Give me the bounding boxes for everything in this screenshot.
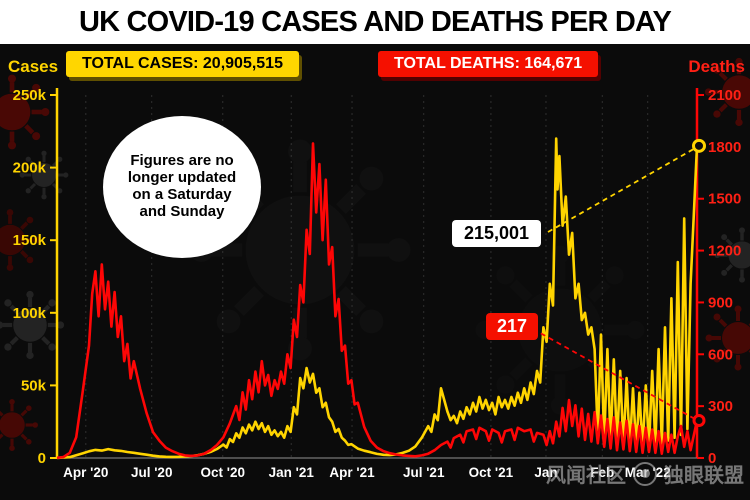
x-tick-label: Oct '20: [201, 465, 245, 480]
cases-line: [56, 137, 699, 460]
cases-tick-label: 200k: [13, 160, 47, 177]
latest-deaths-label: 217: [486, 313, 539, 340]
x-tick-label: Oct '21: [469, 465, 514, 480]
x-tick-label: Jan '21: [269, 465, 315, 480]
deaths-line: [56, 142, 699, 460]
x-tick-label: Jan: [534, 465, 557, 480]
cases-tick-label: 150k: [13, 232, 47, 249]
x-tick-label: Feb: [590, 465, 614, 480]
deaths-tick-label: 600: [708, 346, 733, 363]
deaths-tick-label: 0: [708, 450, 716, 467]
deaths-tick-label: 900: [708, 294, 733, 311]
latest-cases-label: 215,001: [452, 220, 542, 247]
cases-tick-label: 100k: [13, 305, 47, 322]
watermark: 风闻社区 独眼联盟: [546, 459, 744, 488]
deaths-tick-label: 1500: [708, 191, 741, 208]
latest-cases-marker: [692, 138, 706, 153]
virus-icon: [0, 291, 64, 359]
x-tick-label: Jul '21: [403, 465, 445, 480]
watermark-text-2: 独眼联盟: [664, 465, 744, 487]
x-tick-label: Apr '21: [329, 465, 375, 480]
virus-decoration-icons: [0, 58, 750, 453]
cases-axis-label: Cases: [8, 57, 59, 76]
cases-tick-label: 50k: [21, 377, 47, 394]
cases-tick-label: 250k: [13, 87, 47, 104]
watermark-logo-icon: [633, 461, 657, 486]
cases-tick-label: 0: [38, 450, 46, 467]
deaths-tick-label: 1200: [708, 243, 741, 260]
x-tick-label: Jul '20: [131, 465, 172, 480]
virus-icon: [0, 397, 40, 453]
x-tick-label: Apr '20: [63, 465, 108, 480]
deaths-tick-label: 1800: [708, 139, 741, 156]
total-deaths-badge: TOTAL DEATHS: 164,671: [378, 51, 599, 77]
latest-deaths-marker: [692, 413, 706, 427]
deaths-axis-label: Deaths: [688, 57, 745, 76]
total-cases-badge: TOTAL CASES: 20,905,515: [66, 51, 299, 77]
page-title: UK COVID-19 CASES AND DEATHS PER DAY: [78, 5, 672, 38]
deaths-tick-label: 2100: [708, 87, 741, 104]
virus-icon: [0, 75, 49, 150]
watermark-text-1: 风闻社区: [546, 465, 626, 487]
title-bar: UK COVID-19 CASES AND DEATHS PER DAY: [0, 0, 750, 44]
weekend-note-callout: Figures are no longer updated on a Satur…: [103, 116, 261, 258]
deaths-tick-label: 300: [708, 398, 733, 415]
